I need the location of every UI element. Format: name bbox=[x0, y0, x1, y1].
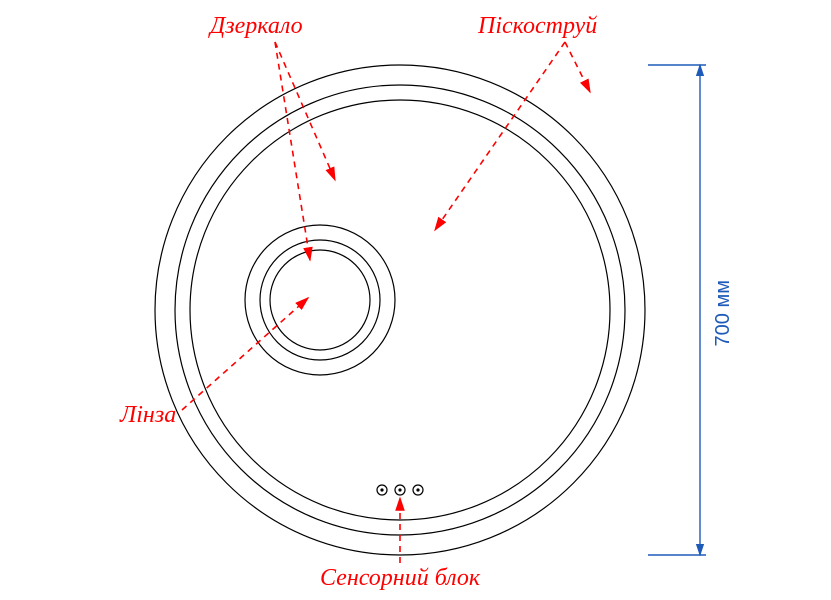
label-sensor: Сенсорний блок bbox=[320, 565, 480, 592]
diagram-svg bbox=[0, 0, 831, 600]
label-sandblast: Піскоструй bbox=[478, 13, 597, 40]
dimension-height-label: 700 мм bbox=[712, 280, 735, 346]
label-mirror: Дзеркало bbox=[210, 13, 303, 40]
label-lens: Лінза bbox=[120, 402, 176, 429]
